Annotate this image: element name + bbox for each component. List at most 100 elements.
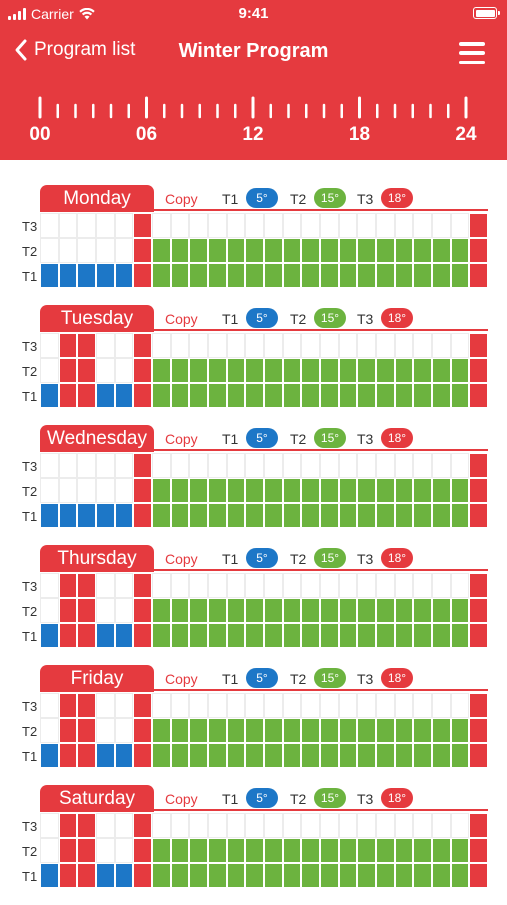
schedule-cell[interactable] xyxy=(394,598,414,623)
schedule-cell[interactable] xyxy=(226,693,246,718)
schedule-cell[interactable] xyxy=(450,813,470,838)
schedule-cell[interactable] xyxy=(357,598,376,623)
schedule-cell[interactable] xyxy=(170,693,190,718)
schedule-cell[interactable] xyxy=(469,693,488,718)
schedule-cell[interactable] xyxy=(170,453,190,478)
schedule-cell[interactable] xyxy=(376,213,395,238)
legend-t1-pill[interactable]: 5° xyxy=(246,668,278,688)
schedule-cell[interactable] xyxy=(469,213,488,238)
schedule-cell[interactable] xyxy=(357,383,376,408)
schedule-cell[interactable] xyxy=(245,453,264,478)
legend-t1-pill[interactable]: 5° xyxy=(246,788,278,808)
schedule-cell[interactable] xyxy=(357,718,376,743)
day-name[interactable]: Thursday xyxy=(40,545,154,572)
schedule-cell[interactable] xyxy=(282,863,302,888)
schedule-cell[interactable] xyxy=(469,838,488,863)
schedule-cell[interactable] xyxy=(152,478,171,503)
schedule-cell[interactable] xyxy=(226,838,246,863)
schedule-cell[interactable] xyxy=(96,383,115,408)
schedule-cell[interactable] xyxy=(245,383,264,408)
schedule-cell[interactable] xyxy=(77,573,96,598)
schedule-cell[interactable] xyxy=(152,383,171,408)
schedule-cell[interactable] xyxy=(338,743,358,768)
schedule-cell[interactable] xyxy=(469,813,488,838)
schedule-cell[interactable] xyxy=(301,863,320,888)
schedule-cell[interactable] xyxy=(450,718,470,743)
schedule-cell[interactable] xyxy=(133,453,152,478)
schedule-cell[interactable] xyxy=(469,478,488,503)
schedule-cell[interactable] xyxy=(376,478,395,503)
schedule-cell[interactable] xyxy=(450,623,470,648)
schedule-cell[interactable] xyxy=(264,263,283,288)
schedule-cell[interactable] xyxy=(96,573,115,598)
schedule-cell[interactable] xyxy=(413,863,432,888)
schedule-cell[interactable] xyxy=(226,238,246,263)
schedule-cell[interactable] xyxy=(77,718,96,743)
schedule-cell[interactable] xyxy=(338,238,358,263)
schedule-cell[interactable] xyxy=(96,238,115,263)
schedule-cell[interactable] xyxy=(469,383,488,408)
schedule-cell[interactable] xyxy=(450,358,470,383)
schedule-cell[interactable] xyxy=(376,383,395,408)
schedule-cell[interactable] xyxy=(301,478,320,503)
schedule-cell[interactable] xyxy=(338,863,358,888)
schedule-cell[interactable] xyxy=(152,333,171,358)
legend-t3-pill[interactable]: 18° xyxy=(381,428,413,448)
schedule-grid[interactable] xyxy=(40,573,488,648)
copy-button[interactable]: Copy xyxy=(165,551,198,567)
schedule-cell[interactable] xyxy=(170,743,190,768)
schedule-cell[interactable] xyxy=(282,503,302,528)
schedule-cell[interactable] xyxy=(394,573,414,598)
schedule-cell[interactable] xyxy=(450,598,470,623)
schedule-cell[interactable] xyxy=(264,623,283,648)
legend-t1-pill[interactable]: 5° xyxy=(246,188,278,208)
schedule-cell[interactable] xyxy=(450,838,470,863)
schedule-cell[interactable] xyxy=(376,263,395,288)
schedule-cell[interactable] xyxy=(394,478,414,503)
schedule-cell[interactable] xyxy=(40,383,59,408)
schedule-grid[interactable] xyxy=(40,813,488,888)
schedule-cell[interactable] xyxy=(264,453,283,478)
legend-t2-pill[interactable]: 15° xyxy=(314,788,346,808)
schedule-cell[interactable] xyxy=(114,238,134,263)
schedule-cell[interactable] xyxy=(133,503,152,528)
schedule-cell[interactable] xyxy=(189,383,208,408)
schedule-cell[interactable] xyxy=(264,863,283,888)
schedule-cell[interactable] xyxy=(376,238,395,263)
schedule-cell[interactable] xyxy=(133,598,152,623)
schedule-cell[interactable] xyxy=(413,813,432,838)
schedule-cell[interactable] xyxy=(152,503,171,528)
schedule-cell[interactable] xyxy=(376,358,395,383)
schedule-cell[interactable] xyxy=(320,838,339,863)
schedule-cell[interactable] xyxy=(170,623,190,648)
schedule-cell[interactable] xyxy=(58,623,78,648)
schedule-cell[interactable] xyxy=(189,453,208,478)
back-button[interactable]: Program list xyxy=(14,38,135,62)
schedule-cell[interactable] xyxy=(189,718,208,743)
schedule-cell[interactable] xyxy=(320,693,339,718)
schedule-cell[interactable] xyxy=(152,693,171,718)
schedule-cell[interactable] xyxy=(376,743,395,768)
schedule-cell[interactable] xyxy=(264,718,283,743)
schedule-cell[interactable] xyxy=(152,718,171,743)
schedule-cell[interactable] xyxy=(208,743,227,768)
schedule-cell[interactable] xyxy=(114,333,134,358)
schedule-cell[interactable] xyxy=(133,838,152,863)
schedule-cell[interactable] xyxy=(96,333,115,358)
schedule-cell[interactable] xyxy=(40,263,59,288)
legend-t2-pill[interactable]: 15° xyxy=(314,188,346,208)
schedule-cell[interactable] xyxy=(301,383,320,408)
schedule-cell[interactable] xyxy=(450,573,470,598)
schedule-cell[interactable] xyxy=(432,503,451,528)
schedule-cell[interactable] xyxy=(301,263,320,288)
schedule-cell[interactable] xyxy=(264,743,283,768)
schedule-cell[interactable] xyxy=(357,813,376,838)
schedule-cell[interactable] xyxy=(320,743,339,768)
legend-t3-pill[interactable]: 18° xyxy=(381,308,413,328)
schedule-cell[interactable] xyxy=(282,358,302,383)
schedule-cell[interactable] xyxy=(320,383,339,408)
schedule-cell[interactable] xyxy=(338,813,358,838)
schedule-cell[interactable] xyxy=(264,503,283,528)
schedule-cell[interactable] xyxy=(357,693,376,718)
schedule-cell[interactable] xyxy=(301,743,320,768)
